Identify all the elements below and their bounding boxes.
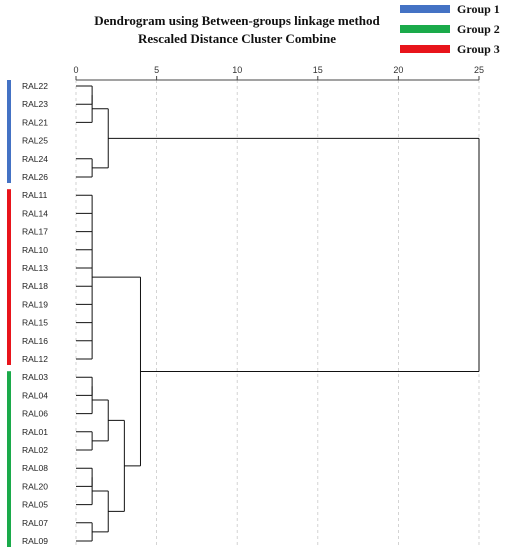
x-tick-label: 25 [474, 65, 484, 75]
legend-label-group-1: Group 1 [457, 2, 500, 16]
legend-swatch-group-3 [400, 45, 450, 53]
leaf-label: RAL17 [22, 227, 48, 237]
leaf-label: RAL20 [22, 481, 48, 491]
x-tick-label: 20 [393, 65, 403, 75]
leaf-label: RAL21 [22, 117, 48, 127]
legend-label-group-3: Group 3 [457, 42, 500, 56]
x-tick-label: 10 [232, 65, 242, 75]
dendrogram-links [76, 85, 480, 542]
group-bars [7, 80, 11, 547]
leaf-label: RAL16 [22, 336, 48, 346]
leaf-label: RAL10 [22, 245, 48, 255]
leaf-labels: RAL22 RAL23 RAL21 RAL25 RAL24 RAL26 RAL11 RAL14… [22, 81, 48, 546]
leaf-label: RAL09 [22, 536, 48, 546]
grid [75, 80, 480, 545]
leaf-label: RAL19 [22, 299, 48, 309]
chart-title: Dendrogram using Between-groups linkage … [94, 13, 380, 28]
leaf-label: RAL14 [22, 208, 48, 218]
leaf-label: RAL02 [22, 445, 48, 455]
leaf-label: RAL03 [22, 372, 48, 382]
leaf-label: RAL04 [22, 390, 48, 400]
leaf-label: RAL05 [22, 500, 48, 510]
x-tick-label: 5 [154, 65, 159, 75]
legend: Group 1 Group 2 Group 3 [400, 2, 500, 56]
x-tick-label: 15 [313, 65, 323, 75]
x-axis: 0 5 10 15 20 25 [73, 65, 484, 81]
legend-label-group-2: Group 2 [457, 22, 500, 36]
leaf-label: RAL18 [22, 281, 48, 291]
group-bar [7, 189, 11, 365]
legend-swatch-group-1 [400, 5, 450, 13]
leaf-label: RAL23 [22, 99, 48, 109]
leaf-label: RAL07 [22, 518, 48, 528]
leaf-label: RAL08 [22, 463, 48, 473]
chart-subtitle: Rescaled Distance Cluster Combine [138, 31, 336, 46]
leaf-label: RAL22 [22, 81, 48, 91]
leaf-label: RAL26 [22, 172, 48, 182]
leaf-label: RAL01 [22, 427, 48, 437]
leaf-label: RAL12 [22, 354, 48, 364]
leaf-label: RAL06 [22, 409, 48, 419]
leaf-label: RAL13 [22, 263, 48, 273]
group-bar [7, 80, 11, 183]
leaf-label: RAL11 [22, 190, 48, 200]
leaf-label: RAL25 [22, 136, 48, 146]
x-tick-label: 0 [73, 65, 78, 75]
leaf-label: RAL15 [22, 318, 48, 328]
leaf-label: RAL24 [22, 154, 48, 164]
group-bar [7, 371, 11, 547]
legend-swatch-group-2 [400, 25, 450, 33]
